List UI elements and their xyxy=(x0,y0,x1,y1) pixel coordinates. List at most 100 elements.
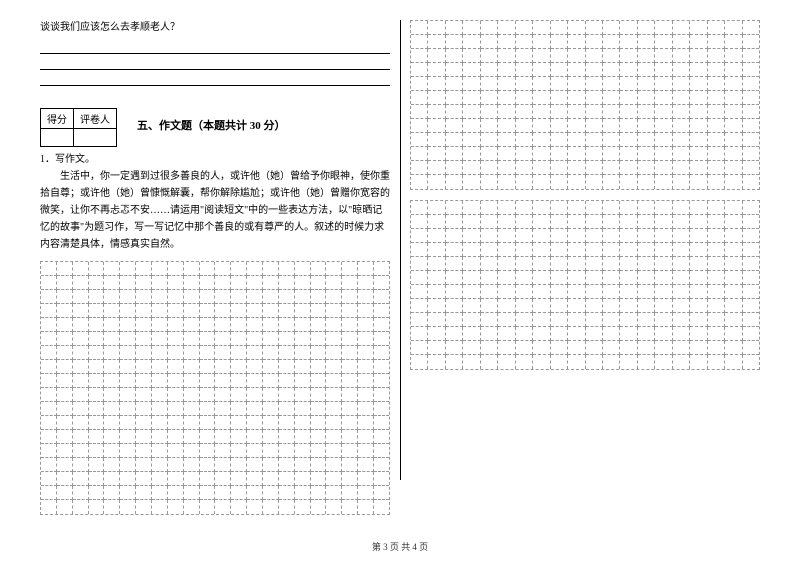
grid-cell xyxy=(708,133,725,147)
grid-cell xyxy=(516,105,533,119)
grid-cell xyxy=(620,313,637,327)
grid-cell xyxy=(279,290,295,304)
grid-cell xyxy=(568,243,585,257)
grid-cell xyxy=(725,257,742,271)
grid-row xyxy=(411,119,759,133)
grid-cell xyxy=(104,318,120,332)
grid-cell xyxy=(708,35,725,49)
grid-cell xyxy=(136,318,152,332)
grid-cell xyxy=(295,500,311,514)
grid-cell xyxy=(428,133,445,147)
grid-row xyxy=(41,402,389,416)
grid-cell xyxy=(673,21,690,35)
grid-cell xyxy=(374,374,389,388)
grid-cell xyxy=(358,444,374,458)
grid-cell xyxy=(295,416,311,430)
grid-cell xyxy=(263,430,279,444)
grid-cell xyxy=(152,290,168,304)
grid-cell xyxy=(708,229,725,243)
grid-cell xyxy=(533,327,550,341)
grid-cell xyxy=(342,332,358,346)
grid-cell xyxy=(152,472,168,486)
grid-cell xyxy=(89,332,105,346)
grid-cell xyxy=(104,444,120,458)
grid-cell xyxy=(463,147,480,161)
grid-cell xyxy=(279,444,295,458)
grid-cell xyxy=(638,147,655,161)
grid-cell xyxy=(446,147,463,161)
grid-cell xyxy=(463,271,480,285)
grid-cell xyxy=(655,257,672,271)
grid-cell xyxy=(551,229,568,243)
grid-cell xyxy=(263,500,279,514)
grid-cell xyxy=(690,105,707,119)
grid-cell xyxy=(551,271,568,285)
grid-cell xyxy=(516,147,533,161)
grid-cell xyxy=(481,243,498,257)
grid-cell xyxy=(295,332,311,346)
grid-cell xyxy=(620,201,637,215)
grid-cell xyxy=(463,91,480,105)
grid-cell xyxy=(673,119,690,133)
grid-cell xyxy=(263,416,279,430)
grid-cell xyxy=(533,49,550,63)
grid-cell xyxy=(655,285,672,299)
grid-cell xyxy=(120,458,136,472)
grid-cell xyxy=(311,500,327,514)
grid-cell xyxy=(215,444,231,458)
grid-cell xyxy=(551,327,568,341)
grid-cell xyxy=(551,257,568,271)
grid-cell xyxy=(326,500,342,514)
grid-cell xyxy=(568,119,585,133)
grid-cell xyxy=(168,262,184,276)
grid-cell xyxy=(586,215,603,229)
grid-cell xyxy=(57,360,73,374)
grid-cell xyxy=(743,215,759,229)
grid-cell xyxy=(136,430,152,444)
grid-cell xyxy=(673,355,690,369)
grid-cell xyxy=(638,257,655,271)
grid-cell xyxy=(725,215,742,229)
grid-cell xyxy=(516,285,533,299)
grid-cell xyxy=(342,416,358,430)
grid-cell xyxy=(200,346,216,360)
grid-cell xyxy=(708,91,725,105)
grid-row xyxy=(41,500,389,514)
grid-cell xyxy=(446,91,463,105)
grid-cell xyxy=(184,472,200,486)
grid-cell xyxy=(516,341,533,355)
grid-cell xyxy=(41,290,57,304)
grid-cell xyxy=(263,304,279,318)
grid-cell xyxy=(551,215,568,229)
grid-cell xyxy=(374,472,389,486)
grid-cell xyxy=(231,472,247,486)
grid-cell xyxy=(463,229,480,243)
grid-cell xyxy=(263,290,279,304)
grid-cell xyxy=(725,299,742,313)
grid-cell xyxy=(568,355,585,369)
grid-cell xyxy=(446,63,463,77)
grid-cell xyxy=(41,416,57,430)
grid-cell xyxy=(326,430,342,444)
grid-cell xyxy=(231,332,247,346)
grid-cell xyxy=(200,374,216,388)
grid-cell xyxy=(374,276,389,290)
grid-cell xyxy=(690,201,707,215)
grid-cell xyxy=(247,500,263,514)
grid-cell xyxy=(725,77,742,91)
grid-cell xyxy=(104,430,120,444)
grid-cell xyxy=(620,77,637,91)
grid-cell xyxy=(89,416,105,430)
grid-cell xyxy=(586,257,603,271)
grid-cell xyxy=(295,318,311,332)
grid-row xyxy=(41,304,389,318)
grid-cell xyxy=(498,257,515,271)
grid-cell xyxy=(41,374,57,388)
grid-cell xyxy=(551,201,568,215)
grid-cell xyxy=(586,341,603,355)
grid-row xyxy=(411,49,759,63)
grid-cell xyxy=(73,346,89,360)
grid-cell xyxy=(73,472,89,486)
answer-line xyxy=(40,72,390,86)
grid-cell xyxy=(136,276,152,290)
